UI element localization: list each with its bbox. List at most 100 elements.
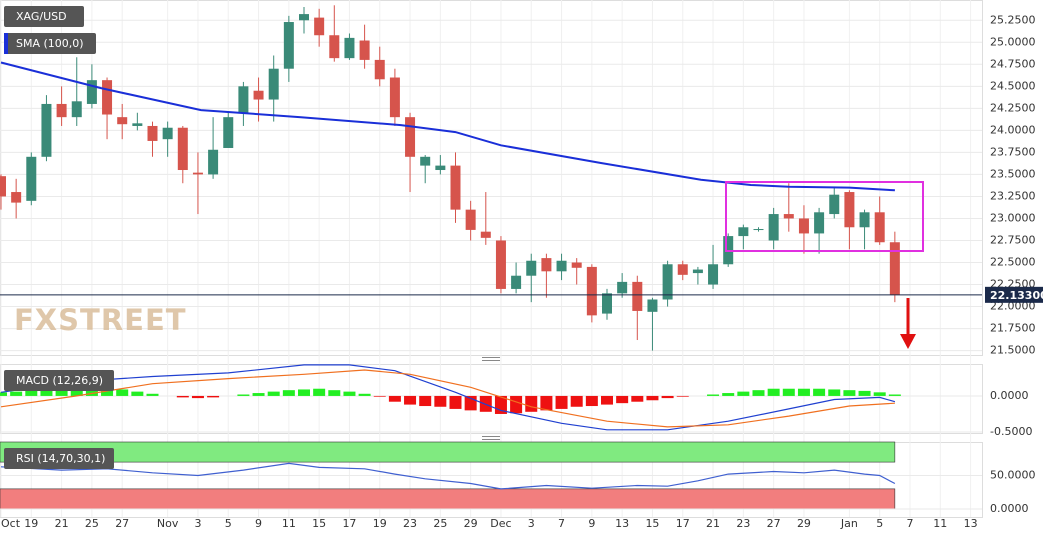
candle-body xyxy=(314,17,325,36)
candle-body xyxy=(511,275,522,289)
y-tick-label: 21.7500 xyxy=(990,322,1036,335)
x-tick-label: 19 xyxy=(24,517,38,530)
histogram-bar xyxy=(25,390,38,396)
histogram-bar xyxy=(510,395,523,414)
histogram-bar xyxy=(328,390,341,396)
histogram-bar xyxy=(0,392,7,396)
candle-body xyxy=(889,242,900,295)
x-tick-label: 27 xyxy=(115,517,129,530)
y-tick-label: 24.2500 xyxy=(990,101,1036,114)
histogram-bar xyxy=(782,388,795,396)
x-tick-label: 23 xyxy=(403,517,417,530)
histogram-bar xyxy=(646,395,659,401)
x-tick-label: 13 xyxy=(615,517,629,530)
histogram-bar xyxy=(146,393,159,396)
histogram-bar xyxy=(858,390,871,396)
candle-body xyxy=(480,231,491,238)
candle-body xyxy=(238,86,249,113)
candle-body xyxy=(405,117,416,157)
candle-body xyxy=(677,264,688,275)
candle-body xyxy=(859,212,870,228)
histogram-bar xyxy=(540,395,553,411)
histogram-bar xyxy=(555,395,568,409)
legend-label: XAG/USD xyxy=(16,10,67,23)
legend-label: SMA (100,0) xyxy=(16,37,84,50)
y-tick-label: -0.5000 xyxy=(990,425,1032,438)
x-tick-label: Nov xyxy=(157,517,179,530)
y-tick-label: 50.0000 xyxy=(990,468,1036,481)
candle-body xyxy=(26,156,37,201)
x-tick-label: 23 xyxy=(736,517,750,530)
candle-body xyxy=(283,22,294,69)
x-tick-label: 17 xyxy=(342,517,356,530)
candle-body xyxy=(495,240,506,289)
last-price-label: 22.13300 xyxy=(990,289,1048,302)
candle-body xyxy=(662,264,673,300)
histogram-bar xyxy=(343,391,356,396)
candle-body xyxy=(208,149,219,175)
last-price-box xyxy=(985,286,1043,303)
candle-body xyxy=(844,192,855,228)
x-tick-label: 9 xyxy=(255,517,262,530)
indicator-line xyxy=(0,462,896,490)
candle-body xyxy=(586,266,597,316)
indicator-line xyxy=(0,369,895,428)
indicator-line xyxy=(0,61,895,192)
candle-body xyxy=(829,194,840,215)
candle-body xyxy=(268,68,279,100)
candle-body xyxy=(374,59,385,80)
histogram-bar xyxy=(40,390,53,396)
x-tick-label: 19 xyxy=(373,517,387,530)
histogram-bar xyxy=(55,389,68,396)
candle-body xyxy=(132,123,143,126)
rsi-band xyxy=(0,441,896,463)
histogram-bar xyxy=(525,395,538,412)
candle-body xyxy=(420,156,431,166)
price-panel xyxy=(0,0,983,356)
candle-body xyxy=(435,165,446,171)
candle-body xyxy=(632,281,643,311)
x-tick-label: 17 xyxy=(676,517,690,530)
histogram-bar xyxy=(631,395,644,402)
candle-body xyxy=(177,127,188,171)
legend-box xyxy=(4,370,114,391)
candle-body xyxy=(768,214,779,241)
x-tick-label: 7 xyxy=(907,517,914,530)
histogram-bar xyxy=(843,390,856,396)
x-tick-label: 25 xyxy=(85,517,99,530)
candle-body xyxy=(617,281,628,294)
y-tick-label: 22.5000 xyxy=(990,256,1036,269)
histogram-bar xyxy=(419,395,432,407)
candle-body xyxy=(147,125,158,141)
x-tick-label: 21 xyxy=(706,517,720,530)
x-tick-label: 15 xyxy=(312,517,326,530)
x-tick-label: 21 xyxy=(55,517,69,530)
candle-body xyxy=(359,40,370,60)
candle-body xyxy=(783,214,794,219)
histogram-bar xyxy=(813,388,826,396)
candle-body xyxy=(86,80,97,104)
candle-body xyxy=(874,212,885,243)
histogram-bar xyxy=(70,388,83,396)
candle-body xyxy=(526,260,537,276)
watermark: FXSTREET xyxy=(14,303,187,337)
histogram-bar xyxy=(282,390,295,396)
histogram-bar xyxy=(873,392,886,396)
y-tick-label: 23.2500 xyxy=(990,189,1036,202)
candle-body xyxy=(117,117,128,125)
x-tick-label: 3 xyxy=(194,517,201,530)
legend-box xyxy=(4,33,96,54)
histogram-bar xyxy=(601,395,613,405)
y-tick-label: 23.0000 xyxy=(990,211,1036,224)
candle-body xyxy=(602,293,612,314)
histogram-bar xyxy=(10,391,23,396)
candle-body xyxy=(798,218,809,234)
candle-body xyxy=(465,209,476,230)
rsi-band xyxy=(0,488,896,510)
x-tick-label: 7 xyxy=(558,517,565,530)
legend-swatch xyxy=(4,33,8,54)
histogram-bar xyxy=(707,394,720,396)
candle-body xyxy=(329,35,340,59)
candle-body xyxy=(56,103,67,118)
histogram-bar xyxy=(252,393,265,396)
